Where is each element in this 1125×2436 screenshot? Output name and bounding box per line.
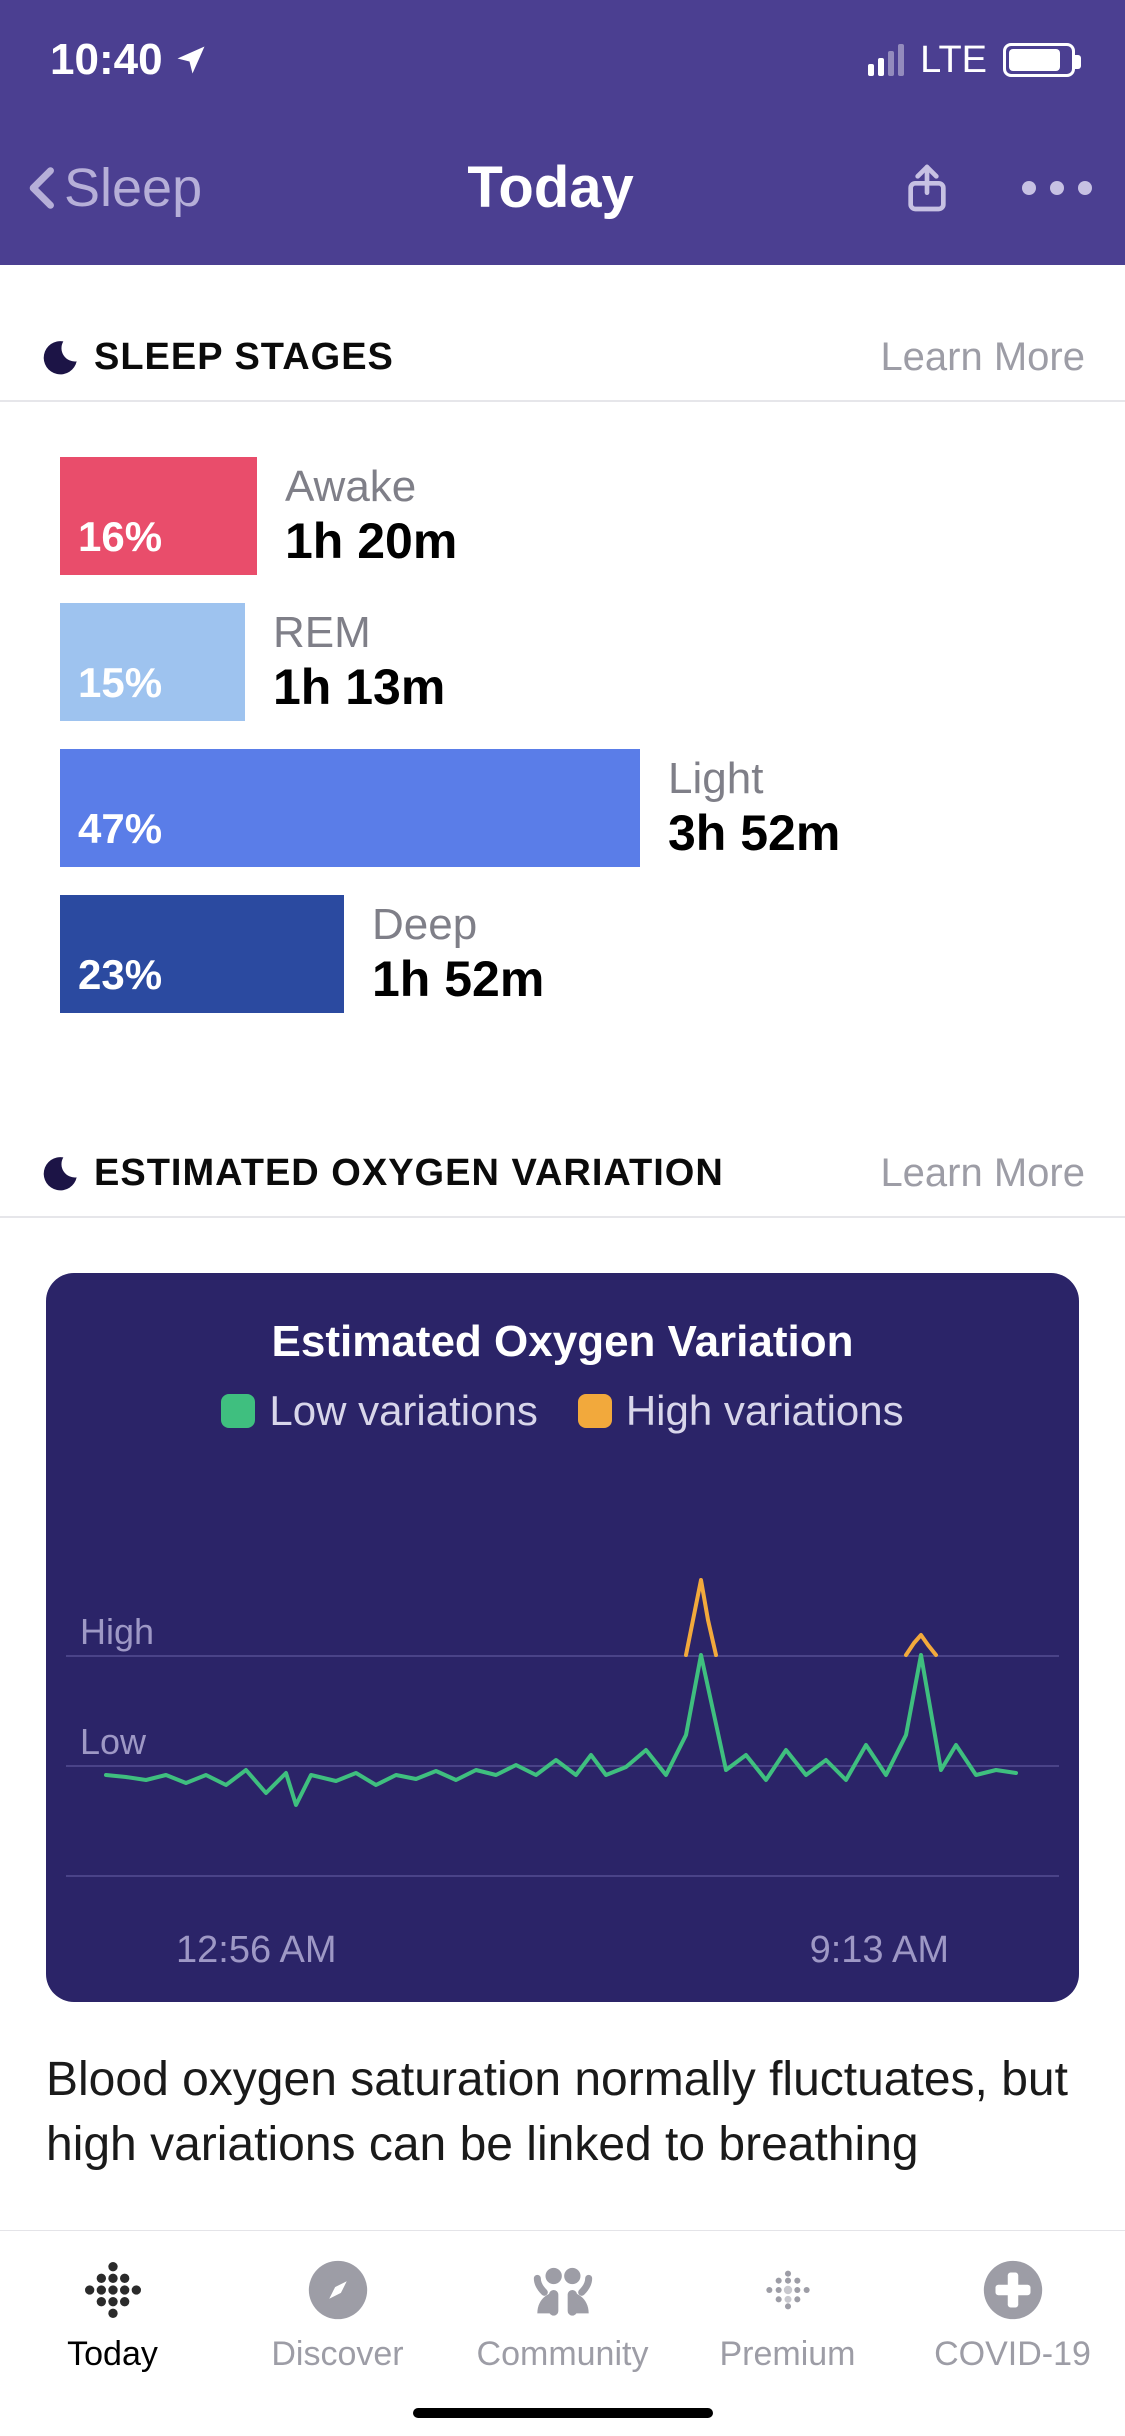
oxygen-legend: Low variations High variations	[66, 1387, 1059, 1435]
covid-19-icon	[978, 2255, 1048, 2325]
stage-duration: 1h 20m	[285, 512, 457, 570]
stage-label: Deep	[372, 900, 544, 950]
nav-bar: Sleep Today	[0, 120, 1125, 265]
stage-bar: 47%	[60, 749, 640, 867]
legend-high-swatch	[578, 1394, 612, 1428]
oxygen-line-svg	[86, 1475, 1026, 1895]
oxygen-title: ESTIMATED OXYGEN VARIATION	[94, 1152, 724, 1195]
discover-icon	[303, 2255, 373, 2325]
stage-text: Awake1h 20m	[285, 462, 457, 570]
stage-row: 15% REM1h 13m	[60, 603, 1065, 721]
community-icon	[528, 2255, 598, 2325]
oxygen-learn-more[interactable]: Learn More	[880, 1151, 1085, 1196]
status-left: 10:40	[50, 35, 209, 85]
oxygen-description: Blood oxygen saturation normally fluctua…	[0, 2002, 1125, 2178]
premium-icon	[753, 2255, 823, 2325]
stage-bar: 23%	[60, 895, 344, 1013]
oxygen-x-labels: 12:56 AM 9:13 AM	[66, 1905, 1059, 1972]
home-indicator[interactable]	[413, 2408, 713, 2418]
legend-high: High variations	[578, 1387, 904, 1435]
network-label: LTE	[920, 39, 987, 82]
sleep-stages-chart: 16% Awake1h 20m 15% REM1h 13m 47% Light3h 52m…	[0, 402, 1125, 1013]
status-bar: 10:40 LTE	[0, 0, 1125, 120]
battery-icon	[1003, 43, 1075, 77]
stage-row: 47% Light3h 52m	[60, 749, 1065, 867]
stage-bar: 15%	[60, 603, 245, 721]
status-time: 10:40	[50, 35, 163, 85]
tab-label: Community	[477, 2335, 649, 2374]
legend-low-label: Low variations	[269, 1387, 537, 1435]
x-start-label: 12:56 AM	[176, 1929, 337, 1972]
status-right: LTE	[868, 39, 1075, 82]
tab-today[interactable]: Today	[0, 2255, 225, 2374]
tab-label: COVID-19	[934, 2335, 1091, 2374]
stage-duration: 1h 13m	[273, 658, 445, 716]
stage-label: REM	[273, 608, 445, 658]
stage-text: REM1h 13m	[273, 608, 445, 716]
tab-label: Discover	[271, 2335, 403, 2374]
more-icon[interactable]	[1019, 178, 1095, 198]
x-end-label: 9:13 AM	[810, 1929, 949, 1972]
back-button[interactable]: Sleep	[18, 153, 202, 223]
stage-label: Awake	[285, 462, 457, 512]
stage-duration: 1h 52m	[372, 950, 544, 1008]
tab-premium[interactable]: Premium	[675, 2255, 900, 2374]
share-icon[interactable]	[899, 153, 955, 223]
legend-low-swatch	[221, 1394, 255, 1428]
stage-duration: 3h 52m	[668, 804, 840, 862]
stage-text: Deep1h 52m	[372, 900, 544, 1008]
stage-text: Light3h 52m	[668, 754, 840, 862]
sleep-stages-header: SLEEP STAGES Learn More	[0, 265, 1125, 402]
phone-frame: 10:40 LTE Sleep Today SLEEP STAGES Learn…	[0, 0, 1125, 2436]
oxygen-chart-area: High Low	[66, 1475, 1059, 1895]
content-scroll[interactable]: SLEEP STAGES Learn More 16% Awake1h 20m 15…	[0, 265, 1125, 2230]
nav-right-actions	[899, 153, 1095, 223]
oxygen-chart-title: Estimated Oxygen Variation	[66, 1317, 1059, 1367]
tab-community[interactable]: Community	[450, 2255, 675, 2374]
page-title: Today	[467, 154, 634, 221]
sleep-stages-title: SLEEP STAGES	[94, 336, 394, 379]
oxygen-chart-card: Estimated Oxygen Variation Low variation…	[46, 1273, 1079, 2002]
stage-row: 23% Deep1h 52m	[60, 895, 1065, 1013]
oxygen-header: ESTIMATED OXYGEN VARIATION Learn More	[0, 1041, 1125, 1218]
tab-label: Premium	[719, 2335, 855, 2374]
moon-icon	[40, 338, 80, 378]
stage-label: Light	[668, 754, 840, 804]
sleep-stages-learn-more[interactable]: Learn More	[880, 335, 1085, 380]
today-icon	[78, 2255, 148, 2325]
legend-high-label: High variations	[626, 1387, 904, 1435]
tab-label: Today	[67, 2335, 158, 2374]
stage-row: 16% Awake1h 20m	[60, 457, 1065, 575]
cellular-signal-icon	[868, 44, 904, 76]
tab-bar: Today Discover Community Premium COVID-19	[0, 2230, 1125, 2436]
location-arrow-icon	[173, 42, 209, 78]
chevron-left-icon	[18, 153, 70, 223]
tab-covid-19[interactable]: COVID-19	[900, 2255, 1125, 2374]
tab-discover[interactable]: Discover	[225, 2255, 450, 2374]
stage-bar: 16%	[60, 457, 257, 575]
legend-low: Low variations	[221, 1387, 537, 1435]
back-label: Sleep	[64, 157, 202, 219]
moon-icon	[40, 1154, 80, 1194]
